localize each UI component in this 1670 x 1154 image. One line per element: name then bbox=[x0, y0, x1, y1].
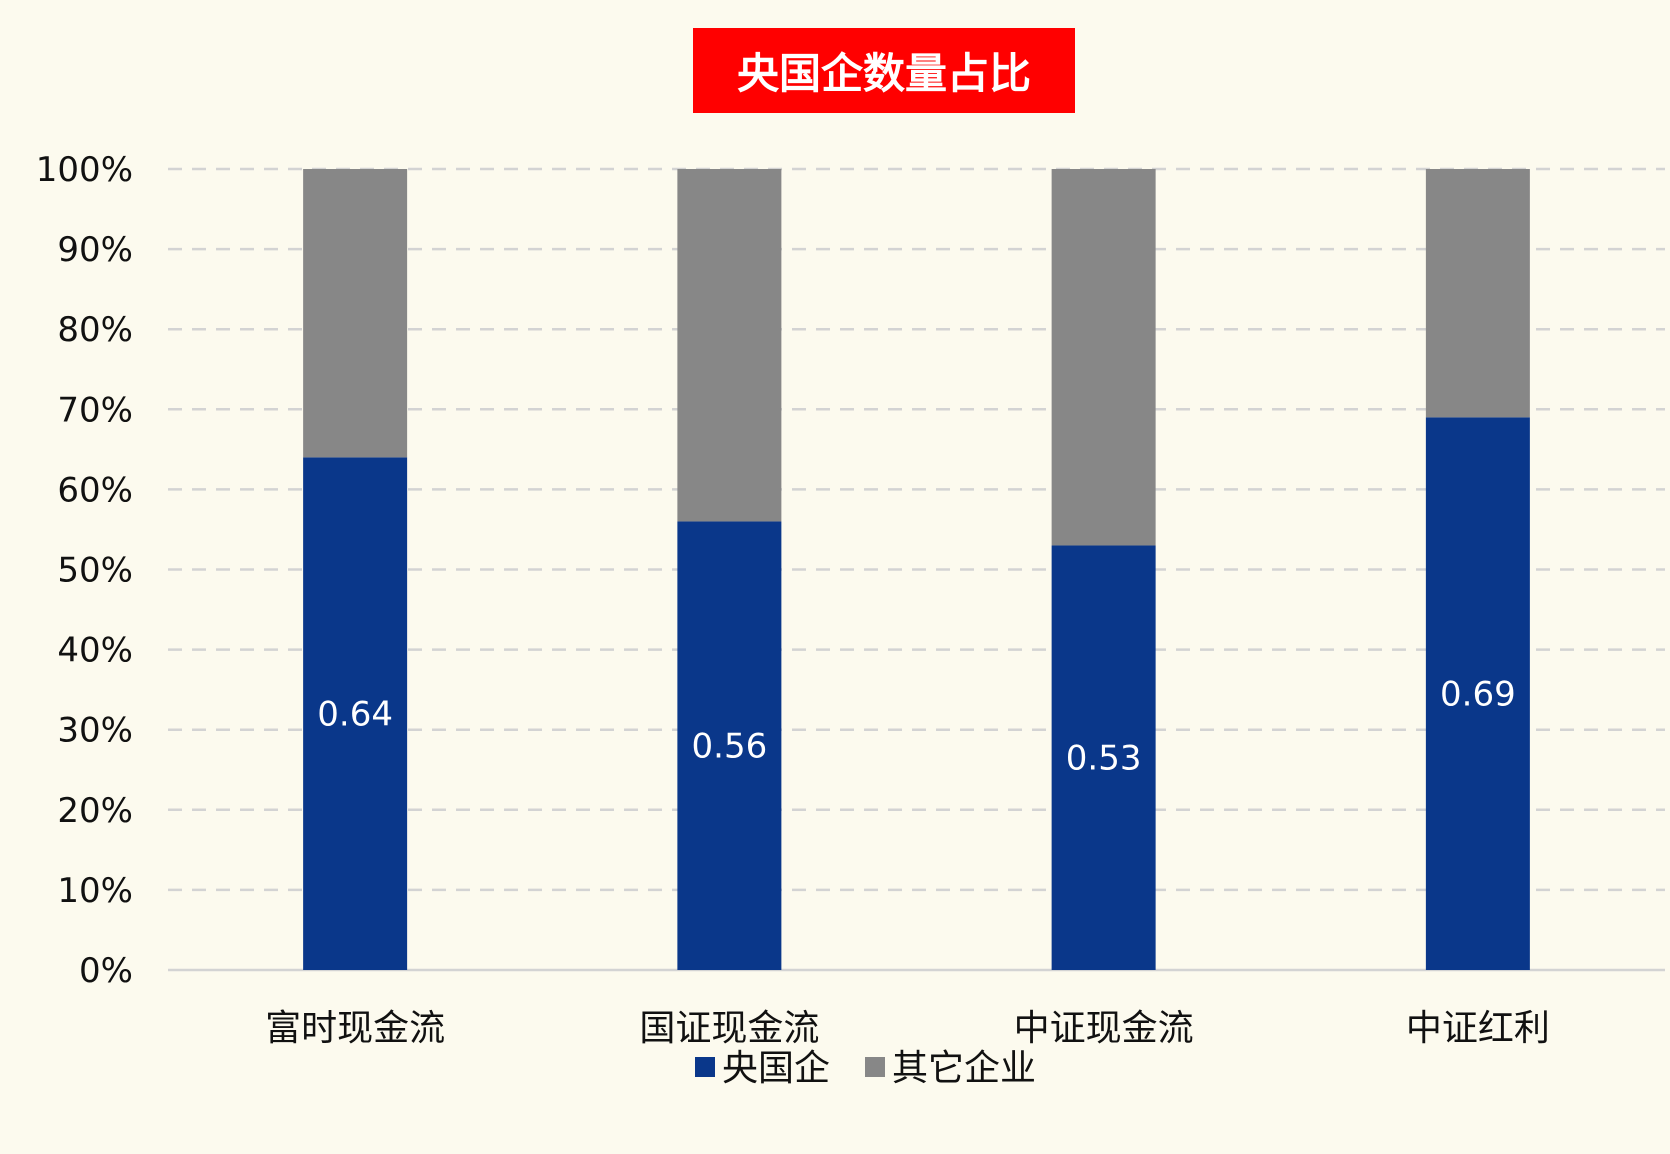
chart-title-group: 央国企数量占比 bbox=[693, 28, 1075, 113]
y-tick-label: 0% bbox=[79, 951, 133, 991]
bar-segment-state-owned bbox=[1051, 545, 1156, 970]
bar-segment-other bbox=[1425, 169, 1530, 418]
x-tick-label: 中证现金流 bbox=[1014, 1008, 1194, 1049]
data-label: 0.53 bbox=[1066, 739, 1142, 779]
x-tick-label: 中证红利 bbox=[1406, 1008, 1550, 1049]
legend-swatch bbox=[695, 1057, 715, 1077]
chart-title: 央国企数量占比 bbox=[737, 49, 1031, 98]
data-label: 0.56 bbox=[692, 727, 768, 767]
legend: 央国企 其它企业 bbox=[695, 1048, 1036, 1089]
bar-segment-other bbox=[677, 169, 782, 522]
y-tick-label: 20% bbox=[57, 791, 133, 831]
y-tick-label: 50% bbox=[57, 551, 133, 591]
bar-segment-other bbox=[303, 169, 408, 458]
y-axis-ticks: 0% 10% 20% 30% 40% 50% 60% 70% 80% 90% 100% bbox=[36, 150, 133, 991]
y-tick-label: 100% bbox=[36, 150, 133, 190]
bar-segment-state-owned bbox=[1425, 417, 1530, 970]
data-label: 0.69 bbox=[1440, 675, 1516, 715]
x-tick-label: 富时现金流 bbox=[265, 1008, 445, 1049]
y-tick-label: 90% bbox=[57, 230, 133, 270]
gridlines bbox=[168, 167, 1665, 972]
x-axis-ticks: 富时现金流 国证现金流 中证现金流 中证红利 bbox=[265, 1008, 1550, 1049]
data-labels: 0.64 0.56 0.53 0.69 bbox=[317, 675, 1515, 779]
y-tick-label: 80% bbox=[57, 310, 133, 350]
y-tick-label: 70% bbox=[57, 390, 133, 430]
chart-title-background bbox=[693, 28, 1075, 113]
data-label: 0.64 bbox=[317, 695, 393, 735]
bars bbox=[303, 169, 1530, 970]
bar-segment-other bbox=[1051, 169, 1156, 546]
x-tick-label: 国证现金流 bbox=[639, 1008, 819, 1049]
legend-label: 其它企业 bbox=[892, 1048, 1036, 1089]
y-tick-label: 60% bbox=[57, 470, 133, 510]
y-tick-label: 10% bbox=[57, 871, 133, 911]
bar-segment-state-owned bbox=[303, 457, 408, 970]
legend-label: 央国企 bbox=[722, 1048, 830, 1089]
bar-segment-state-owned bbox=[677, 521, 782, 970]
y-tick-label: 40% bbox=[57, 631, 133, 671]
y-tick-label: 30% bbox=[57, 711, 133, 751]
legend-swatch bbox=[865, 1057, 885, 1077]
